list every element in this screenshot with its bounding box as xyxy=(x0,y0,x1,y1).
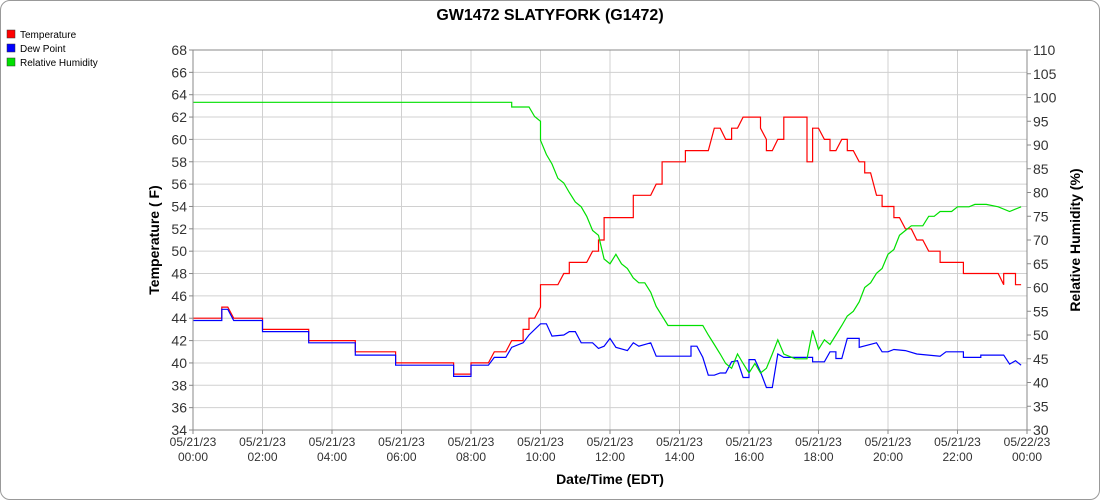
x-tick-time: 16:00 xyxy=(734,450,764,464)
y-left-tick-label: 42 xyxy=(171,333,187,349)
x-tick-date: 05/21/23 xyxy=(795,435,842,449)
y-axis-right-label: Relative Humidity (%) xyxy=(1067,168,1083,311)
y-left-tick-label: 44 xyxy=(171,310,187,326)
y-left-tick-label: 36 xyxy=(171,400,187,416)
x-tick-date: 05/22/23 xyxy=(1004,435,1051,449)
y-axis-left: 34 36 38 40 42 44 46 48 50 52 54 56 58 60 62 64 66 68 xyxy=(171,42,193,438)
x-tick-date: 05/21/23 xyxy=(378,435,425,449)
y-left-tick-label: 60 xyxy=(171,131,187,147)
x-tick-date: 05/21/23 xyxy=(587,435,634,449)
legend-entry-label: Dew Point xyxy=(20,44,66,55)
y-left-tick-label: 52 xyxy=(171,221,187,237)
x-tick-time: 10:00 xyxy=(525,450,555,464)
x-tick-time: 14:00 xyxy=(664,450,694,464)
x-tick-time: 22:00 xyxy=(942,450,972,464)
x-axis-label: Date/Time (EDT) xyxy=(556,471,664,487)
y-left-tick-label: 62 xyxy=(171,109,187,125)
x-tick-date: 05/21/23 xyxy=(656,435,703,449)
x-tick-time: 04:00 xyxy=(317,450,347,464)
y-right-tick-label: 35 xyxy=(1033,398,1049,414)
legend-swatch xyxy=(6,57,16,67)
x-tick-time: 18:00 xyxy=(803,450,833,464)
y-left-tick-label: 68 xyxy=(171,42,187,58)
y-right-tick-label: 95 xyxy=(1033,113,1049,129)
y-right-tick-label: 45 xyxy=(1033,351,1049,367)
y-right-tick-label: 55 xyxy=(1033,303,1049,319)
y-left-tick-label: 58 xyxy=(171,154,187,170)
y-right-tick-label: 75 xyxy=(1033,208,1049,224)
y-right-tick-label: 40 xyxy=(1033,375,1049,391)
y-left-tick-label: 56 xyxy=(171,176,187,192)
x-tick-date: 05/21/23 xyxy=(170,435,217,449)
y-left-tick-label: 40 xyxy=(171,355,187,371)
series-line-relative-humidity xyxy=(193,101,1022,375)
series-line-dew-point xyxy=(193,308,1022,389)
x-tick-date: 05/21/23 xyxy=(239,435,286,449)
x-tick-date: 05/21/23 xyxy=(726,435,773,449)
y-right-tick-label: 105 xyxy=(1033,66,1057,82)
legend: Temperature Dew Point Relative Humidity xyxy=(6,29,98,69)
y-left-tick-label: 34 xyxy=(171,422,187,438)
y-axis-right: 30 35 40 45 50 55 60 65 70 75 80 85 90 95 100 105 110 xyxy=(1027,42,1057,438)
x-tick-time: 12:00 xyxy=(595,450,625,464)
y-right-tick-label: 85 xyxy=(1033,161,1049,177)
y-left-tick-label: 48 xyxy=(171,266,187,282)
legend-entry-label: Relative Humidity xyxy=(20,58,98,69)
series-line-temperature xyxy=(193,116,1022,375)
y-left-tick-label: 38 xyxy=(171,377,187,393)
x-tick-date: 05/21/23 xyxy=(448,435,495,449)
x-tick-date: 05/21/23 xyxy=(309,435,356,449)
y-right-tick-label: 60 xyxy=(1033,280,1049,296)
x-tick-time: 06:00 xyxy=(386,450,416,464)
y-right-tick-label: 30 xyxy=(1033,422,1049,438)
y-left-tick-label: 46 xyxy=(171,288,187,304)
y-right-tick-label: 100 xyxy=(1033,90,1057,106)
y-left-tick-label: 54 xyxy=(171,198,187,214)
chart-title: GW1472 SLATYFORK (G1472) xyxy=(436,7,663,24)
legend-swatch xyxy=(6,43,16,53)
y-left-tick-label: 66 xyxy=(171,64,187,80)
y-right-tick-label: 90 xyxy=(1033,137,1049,153)
x-tick-time: 08:00 xyxy=(456,450,486,464)
x-tick-time: 02:00 xyxy=(247,450,277,464)
y-right-tick-label: 50 xyxy=(1033,327,1049,343)
x-tick-time: 00:00 xyxy=(178,450,208,464)
x-tick-time: 20:00 xyxy=(873,450,903,464)
x-tick-time: 00:00 xyxy=(1012,450,1042,464)
x-tick-date: 05/21/23 xyxy=(865,435,912,449)
y-right-tick-label: 110 xyxy=(1033,42,1056,58)
y-right-tick-label: 65 xyxy=(1033,256,1049,272)
y-right-tick-label: 70 xyxy=(1033,232,1049,248)
legend-entry-label: Temperature xyxy=(20,30,77,41)
x-tick-date: 05/21/23 xyxy=(934,435,981,449)
y-right-tick-label: 80 xyxy=(1033,185,1049,201)
y-left-tick-label: 50 xyxy=(171,243,187,259)
legend-swatch xyxy=(6,29,16,39)
x-axis: 05/21/2300:0005/21/2302:0005/21/2304:000… xyxy=(170,430,1051,464)
y-left-tick-label: 64 xyxy=(171,87,187,103)
series-group xyxy=(193,101,1022,389)
y-axis-left-label: Temperature ( F) xyxy=(146,185,162,294)
x-tick-date: 05/21/23 xyxy=(517,435,564,449)
